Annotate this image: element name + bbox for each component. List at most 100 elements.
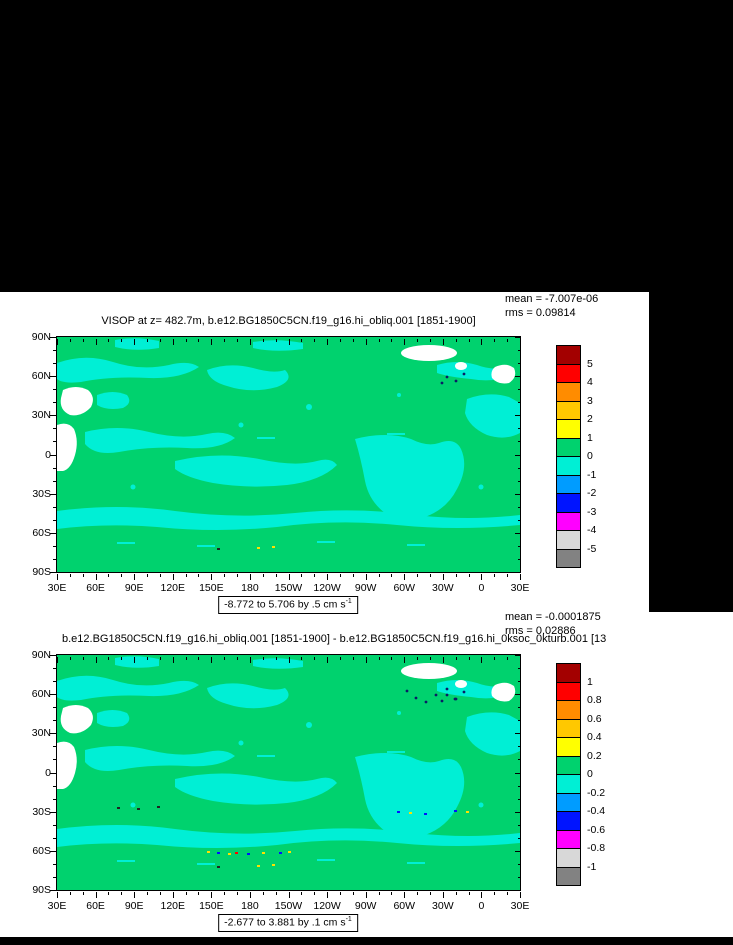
y-axis-tick-right: [517, 668, 521, 670]
y-axis-tick: [53, 720, 56, 722]
y-axis-tick: [53, 506, 56, 508]
y-axis-tick-right: [517, 506, 521, 508]
negative-anomaly-patches: [57, 656, 520, 865]
land-missing-areas: [57, 663, 516, 789]
y-axis-tick-right: [517, 824, 521, 826]
x-axis-tick: [327, 892, 329, 898]
x-axis-tick: [314, 574, 316, 577]
panel1-colorbar-label-4: 4: [587, 376, 593, 388]
x-axis-tick-top: [365, 338, 367, 345]
panel2-ylabel-90N: 90N: [31, 649, 51, 661]
y-axis-tick: [50, 337, 56, 338]
colorbar-segment: [556, 474, 581, 494]
panel2-xlabel-2: 90E: [124, 900, 144, 912]
panel2-colorbar-label-0.6: 0.6: [587, 712, 602, 725]
y-axis-tick: [50, 454, 56, 456]
panel1-colorbar-label-2: 2: [587, 413, 593, 425]
x-axis-tick: [378, 574, 380, 577]
x-axis-tick: [520, 892, 521, 898]
y-axis-tick: [53, 389, 56, 391]
panel1-title: VISOP at z= 482.7m, b.e12.BG1850C5CN.f19…: [101, 315, 476, 327]
panel1-ylabel-60N: 60N: [31, 370, 51, 383]
x-axis-tick-top: [237, 656, 239, 660]
panel1-map: [56, 336, 521, 573]
y-axis-tick: [53, 668, 56, 670]
x-axis-tick-top: [352, 656, 354, 660]
panel1-rms-text: rms = 0.09814: [505, 306, 576, 319]
x-axis-tick: [275, 892, 277, 895]
x-axis-tick: [108, 574, 110, 577]
y-axis-tick: [50, 572, 56, 573]
panel1-colorbar-label-1: 1: [587, 431, 593, 444]
y-axis-tick-right: [517, 350, 521, 352]
panel1-colorbar-label--5: -5: [587, 542, 597, 555]
panel2-xlabel-0: 30E: [47, 900, 67, 912]
x-axis-tick-top: [507, 338, 509, 342]
colorbar-segment: [556, 811, 581, 831]
x-axis-tick-top: [339, 656, 341, 660]
x-axis-tick: [82, 892, 84, 895]
panel1-colorbar-label--4: -4: [587, 524, 597, 536]
x-axis-tick: [159, 892, 161, 895]
panel1-ylabel-30S: 30S: [32, 487, 51, 500]
colorbar-segment: [556, 866, 581, 886]
panel1-colorbar-label--2: -2: [587, 487, 597, 499]
land-missing-areas: [57, 345, 516, 471]
x-axis-tick: [198, 892, 200, 895]
x-axis-tick: [314, 892, 316, 895]
x-axis-tick-top: [468, 338, 470, 342]
panel1-xlabel-7: 120W: [313, 582, 341, 594]
colorbar-segment: [556, 829, 581, 849]
x-axis-tick: [455, 892, 457, 895]
x-axis-tick: [404, 892, 406, 898]
x-axis-tick-top: [429, 338, 431, 342]
x-axis-tick-top: [121, 338, 123, 342]
x-axis-tick: [429, 574, 431, 577]
x-axis-tick-top: [494, 656, 496, 660]
y-axis-tick: [53, 824, 56, 826]
x-axis-tick-top: [442, 338, 444, 345]
y-axis-tick: [53, 759, 56, 761]
x-axis-tick: [288, 574, 290, 580]
x-axis-tick: [404, 574, 406, 580]
panel2-xlabel-9: 60W: [393, 900, 416, 912]
panel1-xlabel-4: 150E: [199, 582, 224, 594]
y-axis-tick-right: [517, 519, 521, 521]
x-axis-tick: [442, 892, 444, 898]
x-axis-tick: [172, 574, 174, 580]
panel2-rms-text: rms = 0.02886: [505, 624, 576, 637]
colorbar-segment: [556, 511, 581, 531]
panel1-xlabel-1: 60E: [86, 582, 105, 594]
panel1-xlabel-3: 120E: [160, 582, 186, 594]
x-axis-tick-top: [108, 338, 110, 342]
x-axis-tick: [69, 574, 71, 577]
panel2-ylabel-0: 0: [45, 766, 51, 779]
x-axis-tick-top: [455, 338, 457, 342]
x-axis-tick: [391, 574, 393, 577]
colorbar-segment: [556, 456, 581, 476]
panel2-range-label: -2.677 to 3.881 by .1 cm s-1: [218, 914, 358, 932]
x-axis-tick: [237, 574, 239, 577]
panel2-ylabel-30N: 30N: [31, 727, 51, 740]
panel2-xlabel-5: 180: [241, 900, 259, 912]
x-axis-tick-top: [468, 656, 470, 660]
panel2-xlabel-6: 150W: [274, 900, 303, 912]
y-axis-tick: [53, 876, 56, 878]
y-axis-tick: [53, 746, 56, 748]
x-axis-tick-top: [442, 656, 444, 663]
panel2-colorbar-label--0.2: -0.2: [587, 786, 606, 799]
x-axis-tick: [211, 574, 213, 580]
x-axis-tick-top: [417, 656, 419, 660]
colorbar-segment: [556, 774, 581, 794]
y-axis-tick: [50, 415, 56, 417]
y-axis-tick-right: [514, 572, 521, 573]
y-axis-tick: [53, 863, 56, 865]
x-axis-tick-top: [288, 656, 290, 663]
colorbar-segment: [556, 663, 581, 683]
x-axis-tick: [481, 574, 483, 580]
y-axis-tick-right: [514, 655, 521, 656]
x-axis-tick: [365, 574, 367, 580]
colorbar-segment: [556, 437, 581, 457]
x-axis-tick-top: [314, 338, 316, 342]
x-axis-tick-top: [172, 338, 174, 345]
